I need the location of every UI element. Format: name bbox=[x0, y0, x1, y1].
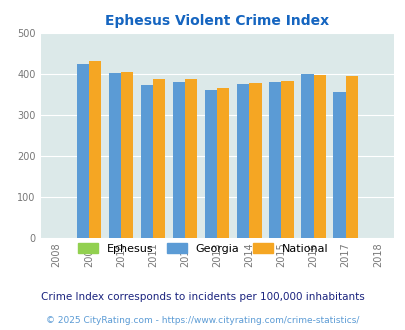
Bar bbox=[217, 88, 229, 238]
Bar bbox=[269, 82, 281, 238]
Title: Ephesus Violent Crime Index: Ephesus Violent Crime Index bbox=[105, 14, 328, 28]
Bar bbox=[153, 79, 165, 238]
Bar bbox=[281, 81, 293, 238]
Bar bbox=[121, 72, 133, 238]
Bar bbox=[313, 75, 325, 238]
Bar bbox=[141, 85, 153, 238]
Bar bbox=[89, 61, 101, 238]
Bar bbox=[185, 79, 197, 238]
Bar bbox=[333, 92, 345, 238]
Text: © 2025 CityRating.com - https://www.cityrating.com/crime-statistics/: © 2025 CityRating.com - https://www.city… bbox=[46, 315, 359, 325]
Bar bbox=[301, 74, 313, 238]
Legend: Ephesus, Georgia, National: Ephesus, Georgia, National bbox=[73, 239, 332, 258]
Text: Crime Index corresponds to incidents per 100,000 inhabitants: Crime Index corresponds to incidents per… bbox=[41, 292, 364, 302]
Bar bbox=[109, 73, 121, 238]
Bar bbox=[249, 83, 261, 238]
Bar bbox=[77, 64, 89, 238]
Bar bbox=[237, 84, 249, 238]
Bar bbox=[205, 90, 217, 238]
Bar bbox=[345, 76, 357, 238]
Bar bbox=[173, 82, 185, 238]
